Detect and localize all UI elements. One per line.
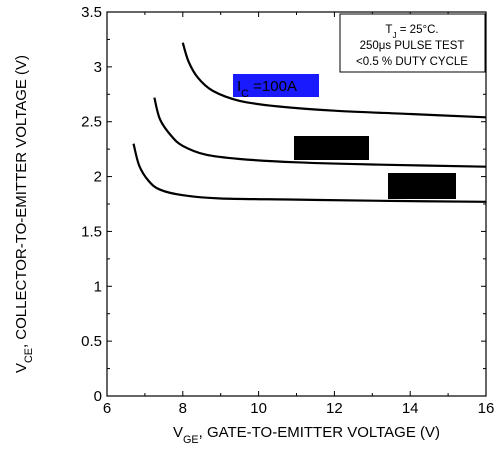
series-label-background [233, 74, 319, 97]
series-line-2 [153, 97, 487, 168]
x-tick-label: 10 [250, 400, 267, 417]
series-label-1: IC =100A [237, 78, 297, 100]
y-axis-label: VCE, COLLECTOR-TO-EMITTER VOLTAGE (V) [13, 55, 35, 373]
annotation-line-3: <0.5 % DUTY CYCLE [356, 56, 468, 68]
y-tick-label: 3.5 [81, 4, 102, 21]
annotation-line-1: TJ = 25°C. [385, 24, 438, 40]
y-tick-label: 3 [94, 59, 102, 76]
y-tick-label: 2.5 [81, 114, 102, 131]
x-tick-label: 8 [179, 400, 187, 417]
x-tick-label: 12 [326, 400, 343, 417]
y-tick-label: 1.5 [81, 223, 102, 240]
redacted-label-3 [388, 173, 456, 199]
annotation-box [339, 13, 486, 73]
series-line-1 [181, 42, 487, 119]
series-line-3 [132, 143, 487, 203]
y-tick-label: 0.5 [81, 333, 102, 350]
x-tick-label: 14 [402, 400, 419, 417]
y-tick-label: 0 [94, 388, 102, 405]
y-tick-label: 2 [94, 169, 102, 186]
x-axis-label: VGE, GATE-TO-EMITTER VOLTAGE (V) [173, 424, 440, 446]
redacted-label-2 [294, 136, 369, 160]
x-tick-label: 6 [103, 400, 111, 417]
annotation-line-2: 250μs PULSE TEST [360, 40, 465, 52]
x-tick-label: 16 [478, 400, 495, 417]
y-tick-label: 1 [94, 278, 102, 295]
